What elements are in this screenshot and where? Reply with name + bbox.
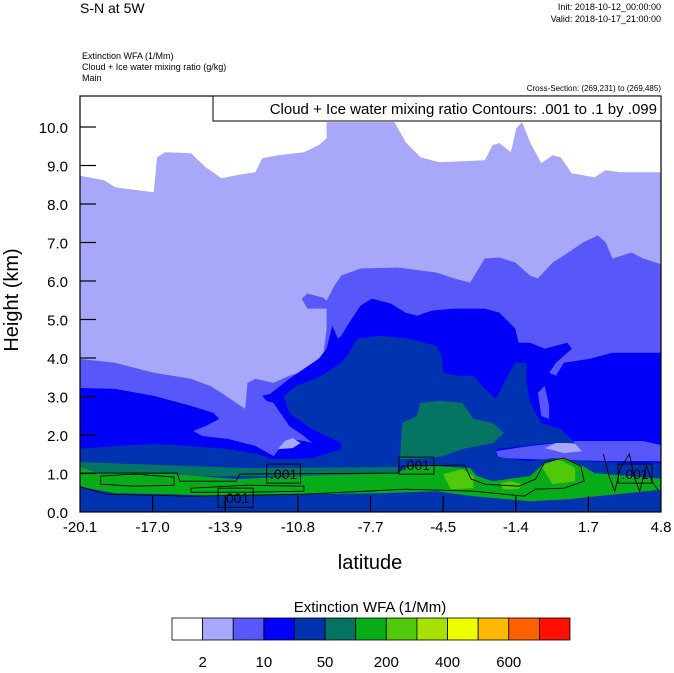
- y-tick-label: 7.0: [47, 236, 68, 253]
- colorbar-swatch: [385, 617, 418, 641]
- contour-legend-box: [212, 95, 662, 122]
- field-line-3: Main: [82, 73, 102, 83]
- x-tick-label: -10.8: [281, 519, 315, 536]
- contour-lines: .001 .001 .001 .001: [80, 452, 660, 508]
- x-tick-label: -4.5: [430, 519, 456, 536]
- level-5-strip: [80, 462, 398, 477]
- x-tick-label: 1.7: [578, 519, 599, 536]
- init-time: Init: 2018-10-12_00:00:00: [558, 2, 661, 12]
- contour-line: [80, 457, 585, 497]
- colorbar-swatch: [263, 617, 295, 641]
- x-tick-label: -20.1: [63, 519, 97, 536]
- y-tick-label: 3.0: [47, 390, 68, 407]
- x-tick-label: -17.0: [136, 519, 170, 536]
- valid-time: Valid: 2018-10-17_21:00:00: [551, 14, 661, 24]
- colorbar-swatch: [171, 617, 204, 641]
- y-tick-label: 6.0: [47, 274, 68, 291]
- level-5-region: [400, 400, 504, 460]
- y-axis-label: Height (km): [1, 248, 23, 351]
- colorbar-swatch: [294, 617, 326, 641]
- field-line-2: Cloud + Ice water mixing ratio (g/kg): [82, 62, 226, 72]
- colorbar-swatch: [447, 617, 479, 641]
- y-tick-label: 2.0: [47, 428, 68, 445]
- level-2-patch: [537, 385, 550, 419]
- contour-fill-field: [80, 96, 661, 512]
- colorbar-swatch: [538, 617, 571, 641]
- level-1-patch: [278, 438, 301, 450]
- x-tick-label: 4.8: [651, 519, 672, 536]
- x-tick-label: -1.4: [503, 519, 529, 536]
- y-tick-label: 9.0: [47, 159, 68, 176]
- colorbar-swatch: [355, 617, 387, 641]
- colorbar-swatch: [202, 617, 234, 641]
- level-7-patch: [443, 469, 474, 490]
- axis-ticks: 0.0 1.0 2.0 3.0 4.0 5.0 6.0 7.0 8.0 9.0 10.0 -20.1 -…: [39, 120, 672, 536]
- contour-line: [100, 473, 175, 487]
- level-1-patch: [544, 442, 582, 454]
- colorbar-label: 600: [496, 654, 521, 668]
- contour-label-box: [617, 463, 653, 484]
- y-tick-label: 10.0: [39, 120, 68, 137]
- colorbar-label: 10: [256, 654, 273, 668]
- contour-line: [602, 452, 660, 493]
- cross-section-label: Cross-Section: (269,231) to (269,485): [527, 84, 662, 93]
- x-tick-label: -13.9: [208, 519, 242, 536]
- colorbar-swatch: [477, 617, 510, 641]
- contour-label: .001: [270, 466, 297, 482]
- contour-label-box: [217, 487, 254, 508]
- level-6-region: [80, 458, 661, 502]
- colorbar-swatch: [232, 617, 265, 641]
- contour-legend-text: Cloud + Ice water mixing ratio Contours:…: [270, 101, 657, 118]
- contour-label: .001: [403, 457, 430, 473]
- field-line-1: Extinction WFA (1/Mm): [82, 51, 174, 61]
- contour-label: .001: [222, 490, 249, 506]
- y-tick-label: 1.0: [47, 467, 68, 484]
- colorbar-label: 400: [435, 654, 460, 668]
- contour-line: [190, 484, 305, 493]
- plot-title: S-N at 5W: [80, 0, 145, 16]
- y-tick-label: 4.0: [47, 351, 68, 368]
- level-7-patch: [500, 481, 523, 490]
- colorbar: 2 10 50 200 400 600: [171, 617, 571, 671]
- x-axis-label: latitude: [338, 552, 403, 574]
- contour-label-box: [398, 456, 435, 475]
- colorbar-title: Extinction WFA (1/Mm): [294, 599, 447, 616]
- contour-label-box: [266, 463, 302, 484]
- x-tick-label: -7.7: [358, 519, 384, 536]
- colorbar-label: 200: [374, 654, 399, 668]
- colorbar-label: 2: [198, 654, 206, 668]
- level-7-patch: [541, 459, 576, 485]
- contour-label: .001: [621, 466, 648, 482]
- y-tick-label: 0.0: [47, 505, 68, 522]
- y-tick-label: 8.0: [47, 197, 68, 214]
- colorbar-swatch: [324, 617, 357, 641]
- y-tick-label: 5.0: [47, 313, 68, 330]
- colorbar-swatch: [508, 617, 540, 641]
- colorbar-label: 50: [317, 654, 334, 668]
- colorbar-swatch: [416, 617, 448, 641]
